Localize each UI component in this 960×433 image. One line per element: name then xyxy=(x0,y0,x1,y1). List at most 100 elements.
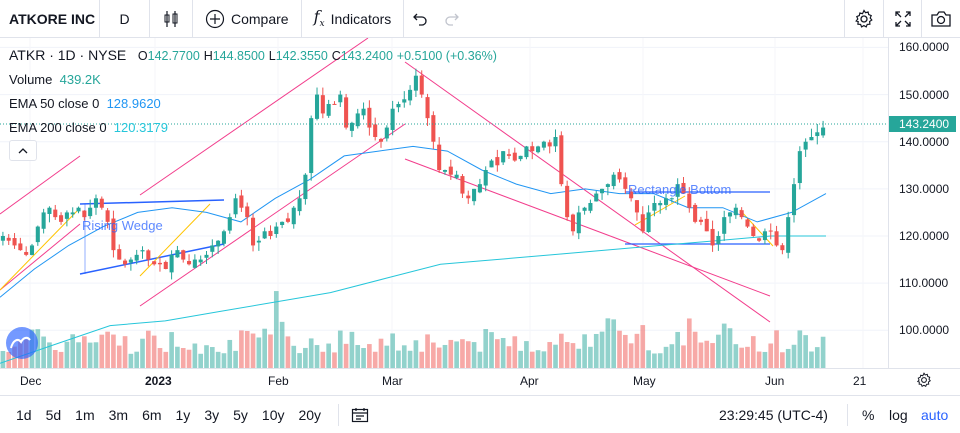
zigzag-line xyxy=(739,209,774,247)
range-button-1d[interactable]: 1d xyxy=(16,406,32,423)
volume-bar xyxy=(390,333,395,368)
ema200-legend: EMA 200 close 0 120.3179 xyxy=(9,120,168,135)
axis-settings-button[interactable] xyxy=(916,372,932,393)
candle-body xyxy=(99,198,104,208)
range-button-20y[interactable]: 20y xyxy=(298,406,322,423)
candle-body xyxy=(594,193,599,202)
volume-bar xyxy=(99,334,105,368)
volume-bar xyxy=(349,331,355,368)
fullscreen-button[interactable] xyxy=(883,0,921,38)
candle-body xyxy=(454,174,459,178)
zigzag-line xyxy=(0,209,79,291)
volume-bar xyxy=(692,331,698,368)
interval-button[interactable]: D xyxy=(100,0,150,38)
candle-body xyxy=(605,184,610,187)
auto-toggle[interactable]: auto xyxy=(921,407,949,423)
clock-time[interactable]: 23:29:45 (UTC-4) xyxy=(719,407,828,423)
range-button-6m[interactable]: 6m xyxy=(142,406,162,423)
percent-toggle[interactable]: % xyxy=(862,407,875,423)
trend-drawings[interactable] xyxy=(0,38,774,323)
volume-bar xyxy=(413,340,419,368)
legend-ticker: ATKR xyxy=(9,47,46,63)
candle-body xyxy=(373,124,378,137)
candle-body xyxy=(0,236,5,241)
trend-line xyxy=(139,123,406,307)
trend-line xyxy=(404,61,771,323)
candle-body xyxy=(739,210,744,218)
candle-body xyxy=(355,113,360,127)
candle-body xyxy=(64,212,69,219)
redo-button[interactable] xyxy=(436,0,468,38)
candle-body xyxy=(576,212,581,234)
volume-bar xyxy=(611,319,617,368)
snapshot-button[interactable] xyxy=(921,0,959,38)
volume-bar xyxy=(221,353,227,368)
volume-bar xyxy=(82,336,87,368)
close-value: 143.2400 xyxy=(340,49,393,63)
candle-body xyxy=(181,250,186,260)
volume-bar xyxy=(256,337,262,368)
volume-bar xyxy=(768,343,774,368)
candle-body xyxy=(413,75,418,91)
volume-bar xyxy=(820,336,826,368)
candle-body xyxy=(175,250,180,258)
volume-bar xyxy=(396,350,401,368)
candle-body xyxy=(419,75,424,95)
log-toggle[interactable]: log xyxy=(889,407,908,423)
candle-body xyxy=(280,221,285,226)
volume-bar xyxy=(483,329,489,368)
volume-bar xyxy=(780,352,785,368)
range-button-3m[interactable]: 3m xyxy=(108,406,129,423)
range-button-5y[interactable]: 5y xyxy=(233,406,248,423)
volume-bar xyxy=(646,350,651,368)
volume-bar xyxy=(227,339,233,368)
candle-body xyxy=(210,245,215,252)
compare-button[interactable]: Compare xyxy=(193,0,302,38)
volume-bar xyxy=(70,334,76,368)
volume-bar xyxy=(361,348,366,368)
candle-body xyxy=(431,115,436,142)
range-button-1y[interactable]: 1y xyxy=(175,406,191,423)
trend-line xyxy=(404,158,771,297)
rising-wedge-label[interactable]: Rising Wedge xyxy=(82,218,163,233)
volume-bar xyxy=(803,335,808,368)
rectangle-bottom-label[interactable]: Rectangle Bottom xyxy=(628,182,731,197)
candle-body xyxy=(472,188,477,202)
volume-bar xyxy=(407,350,413,368)
volume-bar xyxy=(134,351,140,368)
volume-bar xyxy=(425,334,430,368)
range-button-1m[interactable]: 1m xyxy=(75,406,95,423)
settings-button[interactable] xyxy=(844,0,882,38)
undo-button[interactable] xyxy=(404,0,436,38)
range-button-3y[interactable]: 3y xyxy=(204,406,220,423)
chart-type-button[interactable] xyxy=(150,0,193,38)
volume-bar xyxy=(716,334,721,368)
ema200-label: EMA 200 close 0 xyxy=(9,120,107,135)
time-axis[interactable]: Dec 2023 Feb Mar Apr May Jun 21 xyxy=(0,368,960,394)
price-tick-label: 130.0000 xyxy=(899,181,950,196)
volume-bar xyxy=(303,347,308,368)
symbol-search[interactable]: ATKORE INC xyxy=(0,0,100,38)
range-button-10y[interactable]: 10y xyxy=(261,406,285,423)
volume-bar xyxy=(337,330,343,368)
date-range-button[interactable] xyxy=(338,403,369,426)
candle-body xyxy=(332,103,337,105)
volume-bar xyxy=(122,336,128,368)
collapse-legend-button[interactable] xyxy=(9,140,37,161)
range-button-5d[interactable]: 5d xyxy=(45,406,62,423)
high-value: 144.8500 xyxy=(212,49,265,63)
candle-body xyxy=(221,231,226,244)
indicators-button[interactable]: fx Indicators xyxy=(302,0,405,38)
candle-body xyxy=(774,231,779,246)
candle-body xyxy=(663,198,669,205)
candle-body xyxy=(669,198,674,200)
candle-body xyxy=(582,207,587,211)
volume-bar xyxy=(454,341,459,368)
price-axis[interactable]: 143.2400 160.0000 150.0000 140.0000 130.000… xyxy=(888,38,960,368)
candle-body xyxy=(326,104,331,116)
volume-bar xyxy=(564,342,570,368)
volume-bar xyxy=(593,333,599,368)
candle-body xyxy=(495,157,500,166)
price-chart[interactable]: Rising Wedge Rectangle Bottom xyxy=(0,38,888,368)
volume-bar xyxy=(58,351,64,368)
